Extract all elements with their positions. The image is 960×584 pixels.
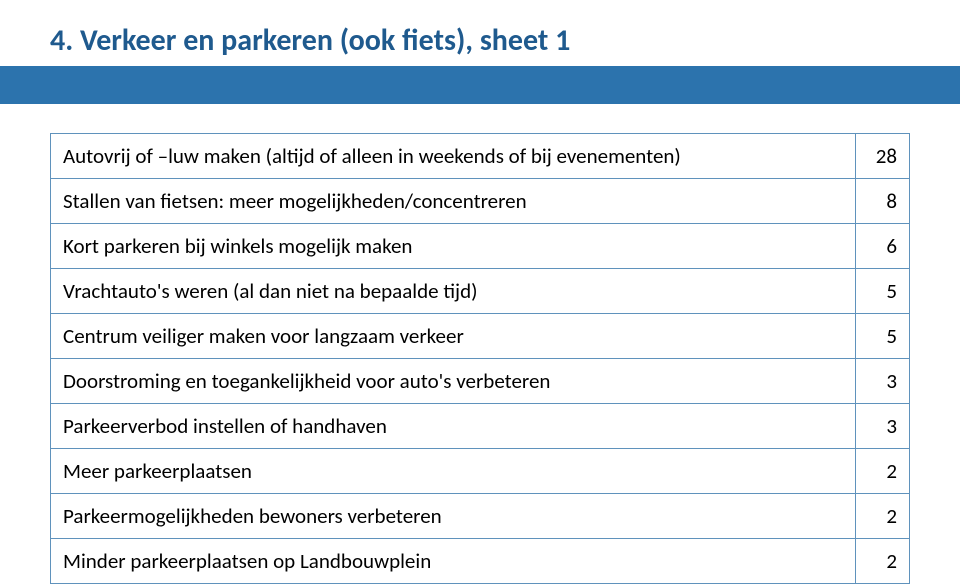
- row-value: 5: [856, 269, 910, 314]
- table-row: Centrum veiliger maken voor langzaam ver…: [51, 314, 910, 359]
- accent-bar: [0, 66, 960, 104]
- row-value: 28: [856, 134, 910, 179]
- data-table: Autovrij of –luw maken (altijd of alleen…: [50, 133, 910, 584]
- row-value: 2: [856, 539, 910, 584]
- row-label: Centrum veiliger maken voor langzaam ver…: [51, 314, 856, 359]
- row-label: Vrachtauto's weren (al dan niet na bepaa…: [51, 269, 856, 314]
- row-value: 8: [856, 179, 910, 224]
- row-label: Meer parkeerplaatsen: [51, 449, 856, 494]
- slide: 4. Verkeer en parkeren (ook fiets), shee…: [0, 0, 960, 508]
- row-value: 3: [856, 359, 910, 404]
- row-value: 5: [856, 314, 910, 359]
- table-body: Autovrij of –luw maken (altijd of alleen…: [51, 134, 910, 584]
- table-row: Doorstroming en toegankelijkheid voor au…: [51, 359, 910, 404]
- row-label: Doorstroming en toegankelijkheid voor au…: [51, 359, 856, 404]
- row-label: Parkeermogelijkheden bewoners verbeteren: [51, 494, 856, 539]
- row-label: Stallen van fietsen: meer mogelijkheden/…: [51, 179, 856, 224]
- table-row: Vrachtauto's weren (al dan niet na bepaa…: [51, 269, 910, 314]
- table-row: Minder parkeerplaatsen op Landbouwplein2: [51, 539, 910, 584]
- table-row: Meer parkeerplaatsen2: [51, 449, 910, 494]
- row-value: 6: [856, 224, 910, 269]
- table-row: Autovrij of –luw maken (altijd of alleen…: [51, 134, 910, 179]
- table-row: Kort parkeren bij winkels mogelijk maken…: [51, 224, 910, 269]
- row-value: 2: [856, 449, 910, 494]
- row-label: Parkeerverbod instellen of handhaven: [51, 404, 856, 449]
- row-value: 2: [856, 494, 910, 539]
- row-label: Kort parkeren bij winkels mogelijk maken: [51, 224, 856, 269]
- table-row: Parkeerverbod instellen of handhaven3: [51, 404, 910, 449]
- table-row: Stallen van fietsen: meer mogelijkheden/…: [51, 179, 910, 224]
- table-row: Parkeermogelijkheden bewoners verbeteren…: [51, 494, 910, 539]
- row-label: Autovrij of –luw maken (altijd of alleen…: [51, 134, 856, 179]
- slide-title: 4. Verkeer en parkeren (ook fiets), shee…: [50, 22, 910, 59]
- row-value: 3: [856, 404, 910, 449]
- row-label: Minder parkeerplaatsen op Landbouwplein: [51, 539, 856, 584]
